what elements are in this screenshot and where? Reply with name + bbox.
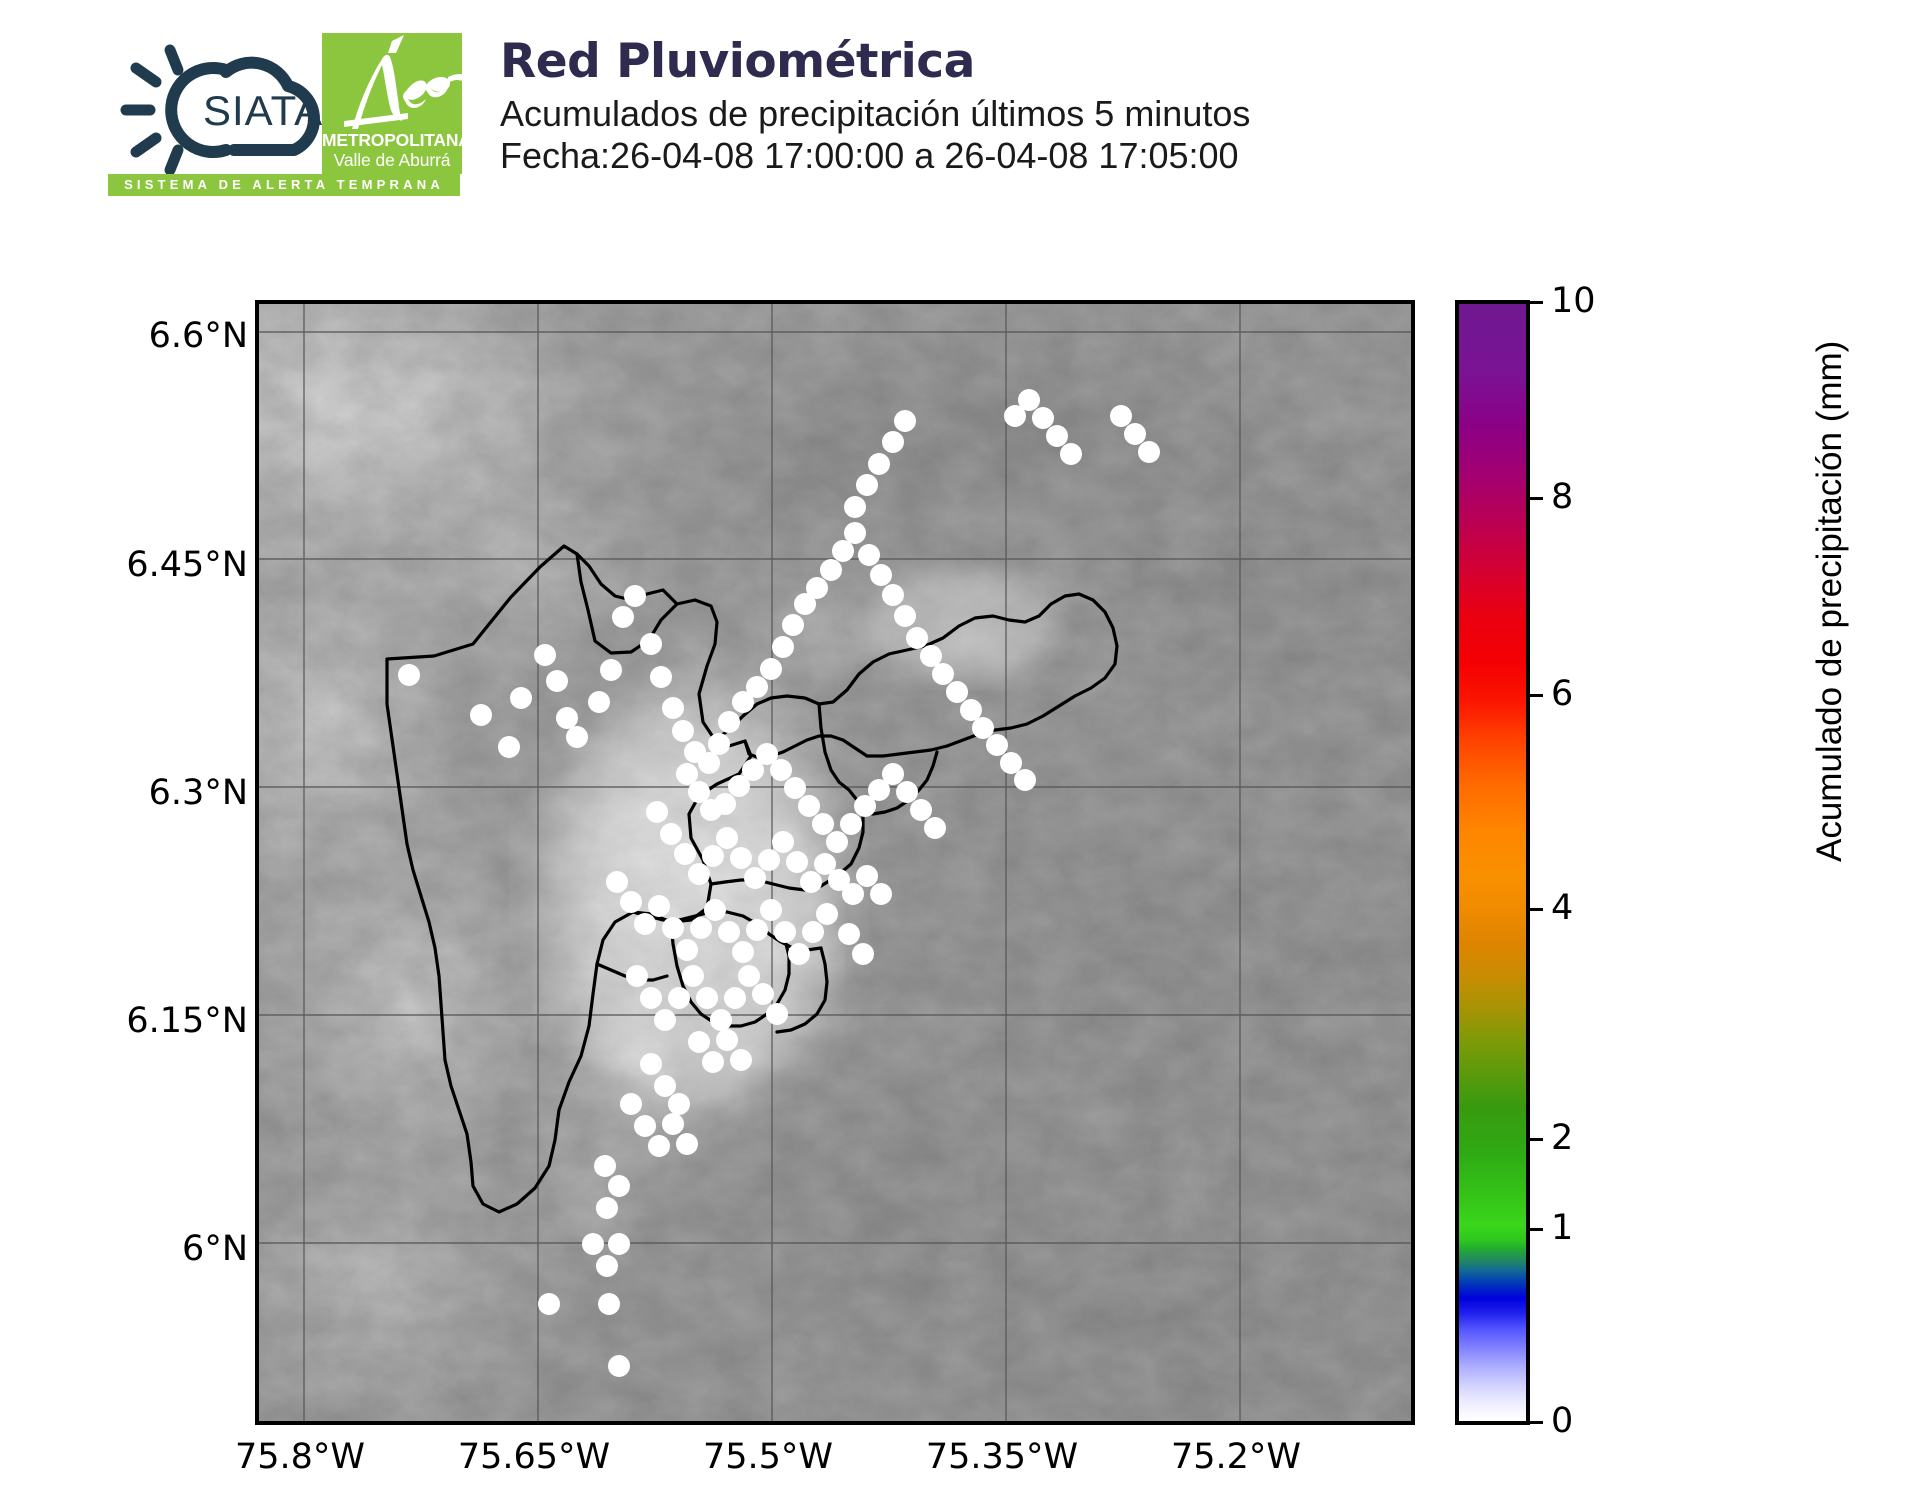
ytick-label-2: 6.3°N xyxy=(148,773,248,813)
colorbar[interactable]: 10 8 6 4 2 1 0 xyxy=(1455,281,1596,1441)
colorbar-gradient[interactable] xyxy=(1455,300,1530,1425)
colorbar-tick-1 xyxy=(1530,1228,1543,1231)
page-header: SIATA SISTEMA DE ALERTA TEMPRANA METROPO… xyxy=(0,0,1925,225)
xtick-label-4: 75.2°W xyxy=(1170,1437,1302,1477)
colorbar-label-1: 1 xyxy=(1551,1208,1574,1248)
colorbar-label-2: 2 xyxy=(1551,1118,1574,1158)
xtick-label-0: 75.8°W xyxy=(234,1437,366,1477)
colorbar-label-10: 10 xyxy=(1551,281,1596,321)
xtick-label-3: 75.35°W xyxy=(925,1437,1079,1477)
area-logo-line1: METROPOLITANA xyxy=(322,130,462,150)
ytick-label-1: 6.45°N xyxy=(126,545,248,585)
date-range-text: Fecha:26-04-08 17:00:00 a 26-04-08 17:05… xyxy=(500,135,1239,177)
colorbar-tick-8 xyxy=(1530,497,1543,500)
map-plot-area[interactable] xyxy=(255,300,1415,1425)
colorbar-tick-6 xyxy=(1530,694,1543,697)
colorbar-label-0: 0 xyxy=(1551,1401,1574,1441)
colorbar-label-4: 4 xyxy=(1551,888,1574,928)
page-subtitle: Acumulados de precipitación últimos 5 mi… xyxy=(500,92,1251,134)
ytick-label-3: 6.15°N xyxy=(126,1001,248,1041)
area-logo-line2: Valle de Aburrá xyxy=(333,150,451,170)
station-markers-layer[interactable] xyxy=(259,304,1411,1421)
page-title: Red Pluviométrica xyxy=(500,34,975,89)
colorbar-axis-label: Acumulado de precipitación (mm) xyxy=(1810,340,1849,862)
station-markers[interactable] xyxy=(398,389,1160,1377)
colorbar-label-8: 8 xyxy=(1551,477,1574,517)
xtick-label-2: 75.5°W xyxy=(702,1437,834,1477)
siata-tagline: SISTEMA DE ALERTA TEMPRANA xyxy=(108,174,460,196)
municipal-boundaries xyxy=(385,544,1119,1214)
colorbar-tick-2 xyxy=(1530,1138,1543,1141)
ytick-label-0: 6.6°N xyxy=(148,316,248,356)
siata-logo-wordmark: SIATA xyxy=(203,87,323,134)
area-script-icon xyxy=(344,35,462,130)
area-metropolitana-logo: METROPOLITANA Valle de Aburrá xyxy=(322,33,462,174)
xtick-label-1: 75.65°W xyxy=(457,1437,611,1477)
siata-logo-icon: SIATA xyxy=(120,44,323,176)
colorbar-label-6: 6 xyxy=(1551,674,1574,714)
colorbar-tick-10 xyxy=(1530,301,1543,304)
title-block: Red Pluviométrica Acumulados de precipit… xyxy=(500,38,1900,177)
colorbar-tick-0 xyxy=(1530,1421,1543,1424)
siata-logo: SIATA xyxy=(108,30,348,190)
colorbar-tick-4 xyxy=(1530,908,1543,911)
ytick-label-4: 6°N xyxy=(182,1229,248,1269)
